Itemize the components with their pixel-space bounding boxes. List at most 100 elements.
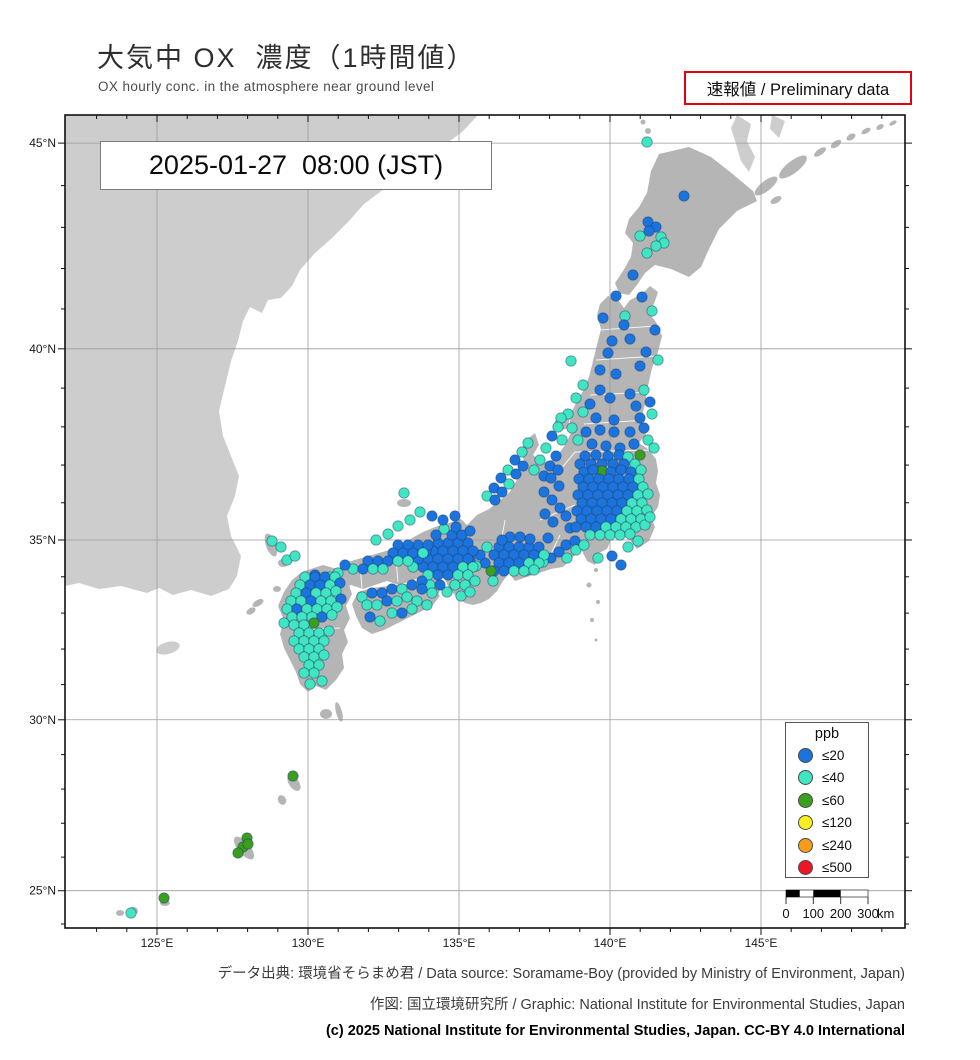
station-dot [642, 434, 654, 446]
station-dot [538, 486, 550, 498]
scalebar-tick-label: 300 [857, 906, 879, 921]
station-dot [386, 583, 398, 595]
station-dot [643, 225, 655, 237]
legend-item-label: ≤60 [822, 792, 845, 808]
station-dot [495, 472, 507, 484]
legend-item-label: ≤500 [822, 860, 852, 876]
station-dot [392, 555, 404, 567]
legend-color-dot [798, 792, 813, 808]
footer-graphic-credit: 作図: 国立環境研究所 / Graphic: National Institut… [369, 997, 905, 1013]
legend-color-dot [798, 747, 813, 763]
station-dot [323, 625, 335, 637]
station-dot [638, 384, 650, 396]
station-dot [416, 583, 428, 595]
scalebar-tick-label: 100 [802, 906, 824, 921]
station-dot [630, 400, 642, 412]
continent-asia [65, 115, 478, 596]
station-dot [464, 586, 476, 598]
lon-axis-label: 130°E [292, 936, 325, 950]
station-dot [584, 529, 596, 541]
station-dot [232, 847, 244, 859]
station-dot [304, 678, 316, 690]
station-dot [242, 838, 254, 850]
island-kuril [814, 147, 826, 157]
station-dot [608, 426, 620, 438]
small-island [640, 119, 646, 125]
station-dot [547, 516, 559, 528]
station-dot [452, 569, 464, 581]
station-dot [539, 508, 551, 520]
lat-axis-label: 30°N [29, 713, 56, 727]
legend-item: ≤60 [786, 789, 868, 812]
station-dot [634, 412, 646, 424]
station-dot [398, 487, 410, 499]
station-dot [510, 468, 522, 480]
lon-axis-label: 140°E [594, 936, 627, 950]
station-dot [437, 514, 449, 526]
station-dot [678, 190, 690, 202]
station-dot [577, 379, 589, 391]
station-dot [594, 529, 606, 541]
station-dot [600, 440, 612, 452]
island-kuril [889, 120, 897, 126]
station-dot [641, 247, 653, 259]
station-dot [392, 520, 404, 532]
station-dot [648, 442, 660, 454]
station-dot [496, 534, 508, 546]
station-dot [572, 434, 584, 446]
station-dot [367, 563, 379, 575]
station-dot [602, 347, 614, 359]
station-dot [450, 521, 462, 533]
station-dot [498, 565, 510, 577]
station-dot [636, 291, 648, 303]
station-dot [421, 599, 433, 611]
station-dot [624, 426, 636, 438]
station-dot [546, 430, 558, 442]
station-dot [426, 510, 438, 522]
lon-axis-label: 135°E [443, 936, 476, 950]
station-dot [602, 450, 614, 462]
station-dot [624, 388, 636, 400]
japan-main-island [615, 147, 757, 295]
station-dot [386, 607, 398, 619]
station-dot [308, 667, 320, 679]
station-dot [644, 396, 656, 408]
legend-item-label: ≤40 [822, 770, 845, 786]
station-dot [275, 541, 287, 553]
legend-color-dot [798, 860, 813, 876]
station-dot [298, 619, 310, 631]
station-dot [377, 563, 389, 575]
station-dot [426, 587, 438, 599]
island-kuril [779, 155, 807, 179]
legend-item: ≤240 [786, 834, 868, 857]
station-dot [553, 480, 565, 492]
small-island [645, 128, 651, 134]
station-dot [570, 544, 582, 556]
station-dot [528, 564, 540, 576]
island-kuril [876, 124, 884, 130]
station-dot [550, 450, 562, 462]
small-island [335, 702, 343, 722]
station-dot [578, 539, 590, 551]
station-dot [634, 449, 646, 461]
station-dot [371, 599, 383, 611]
scalebar-unit: km [877, 906, 894, 921]
station-dot [467, 545, 479, 557]
station-dot [442, 569, 454, 581]
island-kuril [770, 196, 782, 204]
station-dot [464, 525, 476, 537]
footer-copyright: (c) 2025 National Institute for Environm… [325, 1023, 905, 1039]
station-dot [357, 563, 369, 575]
station-dot [326, 609, 338, 621]
small-island [594, 568, 598, 572]
lon-axis-label: 125°E [141, 936, 174, 950]
station-dots [125, 136, 690, 919]
station-dot [392, 539, 404, 551]
station-dot [638, 422, 650, 434]
small-island [320, 709, 332, 719]
lon-axis-label: 145°E [745, 936, 778, 950]
station-dot [642, 488, 654, 500]
station-dot [622, 541, 634, 553]
